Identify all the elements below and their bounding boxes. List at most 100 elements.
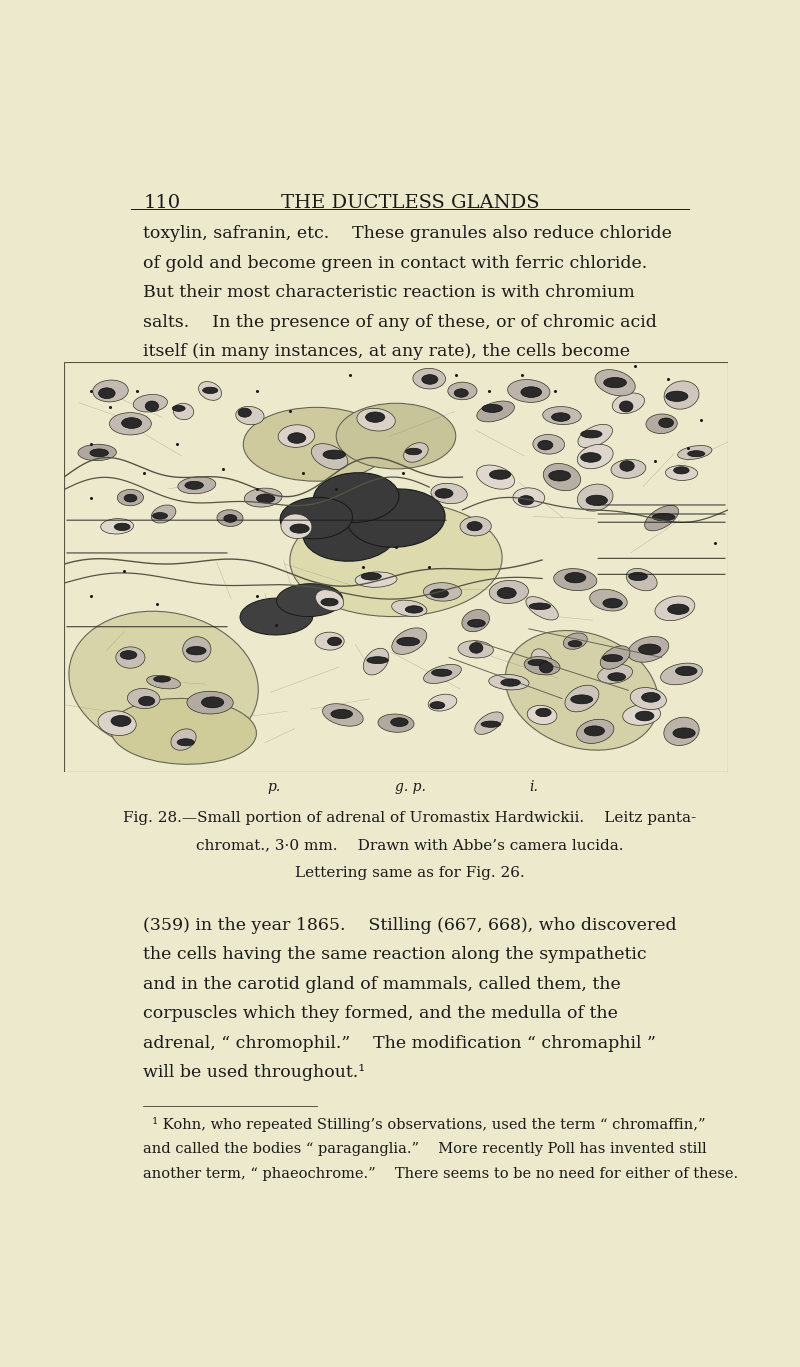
Ellipse shape — [629, 573, 647, 581]
Ellipse shape — [69, 611, 258, 753]
Ellipse shape — [646, 414, 678, 433]
Ellipse shape — [303, 507, 396, 562]
Ellipse shape — [367, 656, 388, 663]
Ellipse shape — [397, 637, 419, 645]
Ellipse shape — [527, 705, 557, 725]
Ellipse shape — [392, 600, 427, 617]
Ellipse shape — [578, 424, 613, 448]
Ellipse shape — [666, 391, 688, 402]
Ellipse shape — [363, 648, 389, 675]
Ellipse shape — [513, 488, 545, 507]
Ellipse shape — [154, 677, 170, 682]
Ellipse shape — [664, 718, 699, 745]
Ellipse shape — [198, 381, 222, 401]
Ellipse shape — [595, 369, 635, 396]
Ellipse shape — [490, 581, 529, 603]
Ellipse shape — [533, 435, 565, 454]
Ellipse shape — [603, 599, 622, 608]
Ellipse shape — [114, 524, 130, 530]
Ellipse shape — [171, 729, 196, 750]
Ellipse shape — [565, 685, 599, 712]
Ellipse shape — [622, 704, 661, 726]
Ellipse shape — [528, 660, 548, 666]
Ellipse shape — [311, 444, 348, 469]
Ellipse shape — [538, 440, 553, 450]
Ellipse shape — [674, 466, 689, 474]
Ellipse shape — [406, 606, 423, 612]
Ellipse shape — [608, 673, 626, 681]
Ellipse shape — [290, 502, 502, 617]
Ellipse shape — [238, 409, 251, 417]
Ellipse shape — [477, 401, 514, 422]
Ellipse shape — [664, 381, 699, 409]
Text: (359) in the year 1865.  Stilling (667, 668), who discovered: (359) in the year 1865. Stilling (667, 6… — [143, 917, 677, 934]
Ellipse shape — [336, 403, 456, 469]
Ellipse shape — [428, 694, 457, 711]
Ellipse shape — [186, 647, 206, 655]
Ellipse shape — [430, 589, 448, 597]
Ellipse shape — [568, 641, 582, 647]
Ellipse shape — [635, 711, 654, 720]
Ellipse shape — [658, 418, 674, 428]
Ellipse shape — [477, 465, 514, 489]
Text: Fig. 28.—Small portion of adrenal of Uromastix Hardwickii.  Leitz panta-: Fig. 28.—Small portion of adrenal of Uro… — [123, 812, 697, 826]
Ellipse shape — [111, 715, 131, 726]
Ellipse shape — [501, 679, 520, 686]
Ellipse shape — [202, 697, 224, 708]
Text: m.: m. — [115, 704, 133, 719]
Ellipse shape — [531, 649, 553, 674]
Text: c.t.: c.t. — [674, 660, 696, 674]
Ellipse shape — [153, 513, 167, 519]
Ellipse shape — [521, 387, 542, 398]
Text: But their most characteristic reaction is with chromium: But their most characteristic reaction i… — [143, 284, 635, 301]
Ellipse shape — [626, 569, 657, 591]
Ellipse shape — [652, 514, 675, 521]
Ellipse shape — [584, 726, 605, 735]
Ellipse shape — [357, 409, 395, 431]
Ellipse shape — [243, 407, 390, 481]
Ellipse shape — [404, 443, 428, 462]
Ellipse shape — [146, 675, 181, 689]
Text: itself (in many instances, at any rate), the cells become: itself (in many instances, at any rate),… — [143, 343, 630, 360]
Ellipse shape — [431, 484, 467, 503]
Ellipse shape — [536, 708, 551, 716]
Ellipse shape — [93, 380, 128, 402]
Ellipse shape — [506, 630, 658, 750]
Ellipse shape — [178, 477, 216, 493]
Ellipse shape — [431, 668, 452, 677]
Ellipse shape — [422, 375, 438, 384]
Text: p.: p. — [267, 779, 280, 794]
Ellipse shape — [110, 413, 151, 435]
Ellipse shape — [177, 738, 194, 746]
Text: corpuscles which they formed, and the medulla of the: corpuscles which they formed, and the me… — [143, 1005, 618, 1023]
Ellipse shape — [323, 450, 346, 459]
Ellipse shape — [611, 459, 646, 478]
Ellipse shape — [187, 692, 234, 714]
Text: i.: i. — [402, 422, 412, 436]
Ellipse shape — [118, 489, 143, 506]
Ellipse shape — [122, 418, 142, 428]
Text: m.: m. — [674, 701, 691, 715]
Text: and called the bodies “ paraganglia.”  More recently Poll has invented still: and called the bodies “ paraganglia.” Mo… — [143, 1141, 707, 1156]
Ellipse shape — [124, 495, 137, 502]
Ellipse shape — [390, 718, 408, 726]
Ellipse shape — [482, 405, 502, 413]
Ellipse shape — [612, 392, 645, 414]
Ellipse shape — [497, 588, 516, 599]
Ellipse shape — [458, 641, 494, 658]
Ellipse shape — [202, 387, 218, 394]
Ellipse shape — [524, 656, 560, 675]
Ellipse shape — [172, 406, 185, 411]
Ellipse shape — [602, 655, 622, 662]
Text: the cells having the same reaction along the sympathetic: the cells having the same reaction along… — [143, 946, 647, 964]
Ellipse shape — [151, 504, 176, 524]
Ellipse shape — [423, 664, 462, 684]
Ellipse shape — [586, 495, 607, 506]
Ellipse shape — [78, 444, 117, 461]
Ellipse shape — [598, 664, 633, 684]
Ellipse shape — [628, 637, 669, 662]
Ellipse shape — [90, 448, 109, 457]
Ellipse shape — [435, 488, 453, 498]
Ellipse shape — [101, 518, 134, 534]
Ellipse shape — [120, 651, 137, 659]
